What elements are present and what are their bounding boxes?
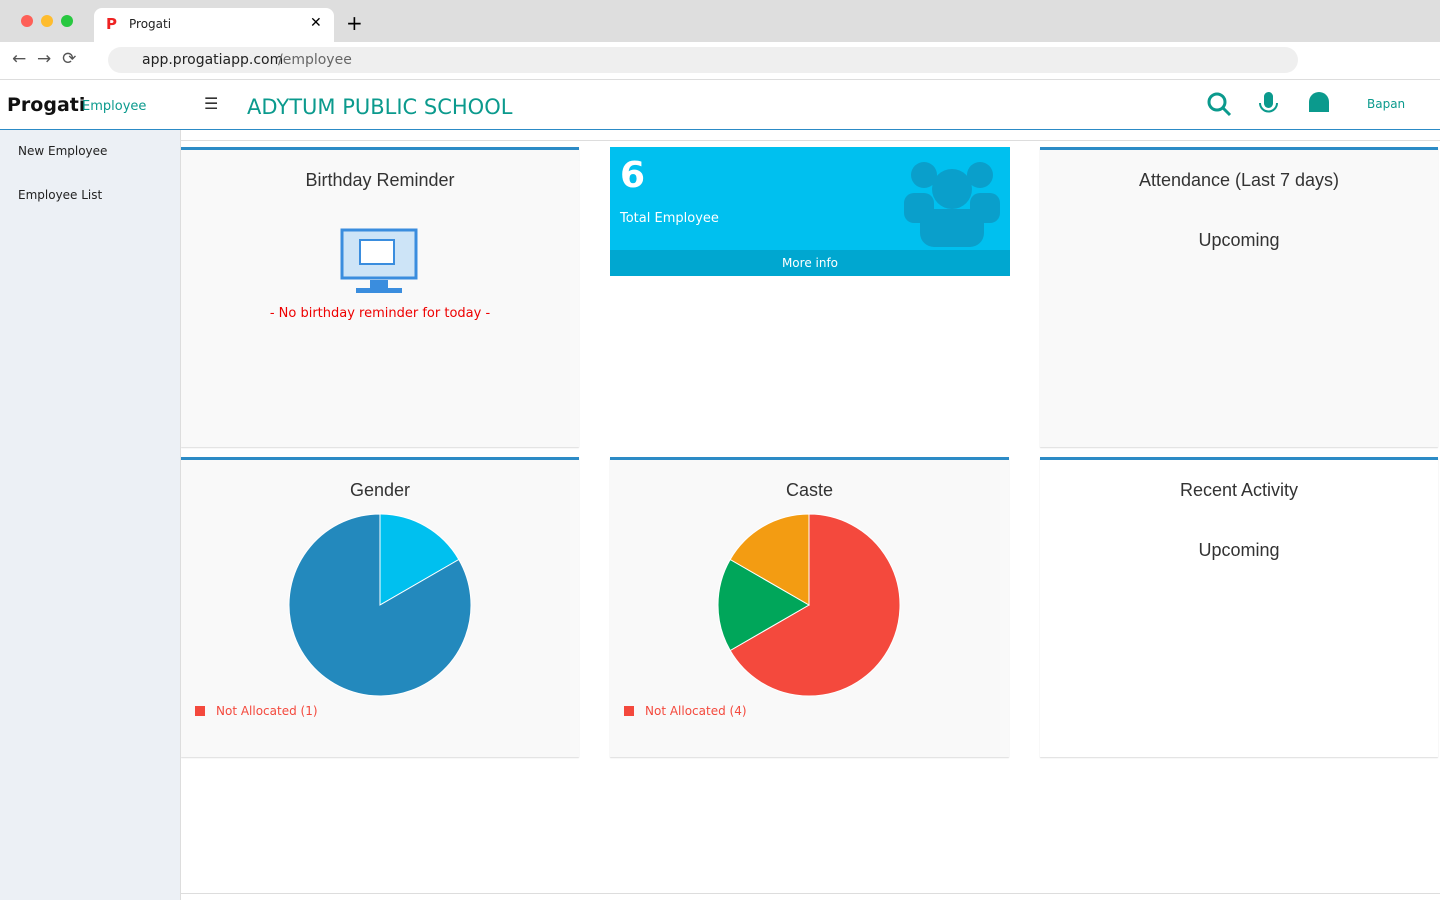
school-name: ADYTUM PUBLIC SCHOOL [247,95,513,119]
legend: Not Allocated (1) [195,704,318,718]
total-employee-box: 6 Total Employee More info [610,147,1010,276]
sidebar-item[interactable]: Employee List [18,188,103,202]
tab-bar: P Progati ✕ + [0,0,1440,42]
pie-slice [288,513,472,697]
legend-swatch [195,706,205,716]
pie-slice [379,513,460,606]
card-title: Gender [349,480,411,500]
nav-icons[interactable]: ← → ⟳ [12,49,77,69]
card-title: Attendance (Last 7 days) [1138,170,1340,190]
legend-label: Not Allocated (4) [645,704,747,718]
caste-card: Caste Not Allocated (4) [610,457,1009,757]
monitor-icon [340,228,418,293]
birthday-message: - No birthday reminder for today - [269,306,491,321]
gender-card: Gender Not Allocated (1) [181,457,579,757]
app-header: Progati Employee ☰ ADYTUM PUBLIC SCHOOL … [0,80,1440,130]
pie-chart [288,513,472,697]
url-path: /employee [278,52,352,68]
attendance-card: Attendance (Last 7 days) Upcoming [1040,147,1438,447]
header-icons [1207,92,1329,117]
close-dot[interactable] [21,15,33,27]
card-title: Recent Activity [1179,480,1299,500]
new-tab[interactable]: + [346,11,363,35]
birthday-card: Birthday Reminder - No birthday reminder… [181,147,579,447]
total-label: Total Employee [620,211,719,226]
pie-slice [729,513,901,697]
user-name[interactable]: Bapan [1367,97,1406,111]
search-icon[interactable] [1207,92,1227,112]
sidebar-item[interactable]: New Employee [18,144,108,158]
max-dot[interactable] [61,15,73,27]
mic-icon[interactable] [1264,92,1273,108]
tab[interactable]: P Progati ✕ [94,8,334,42]
address-bar[interactable]: app.progatiapp.com /employee [108,47,1298,73]
card-status: Upcoming [1198,230,1280,250]
tab-title: Progati [129,17,172,31]
url-host: app.progatiapp.com [142,52,284,68]
bell-icon[interactable] [1309,92,1329,112]
pie-slice [717,558,810,652]
pie-chart [717,513,901,697]
legend: Not Allocated (4) [624,704,747,718]
more-info-link[interactable]: More info [610,250,1010,276]
legend-swatch [624,706,634,716]
favicon: P [106,15,117,33]
pie-slice [729,513,810,606]
activity-card: Recent Activity Upcoming [1040,457,1438,757]
footer-line [181,893,1440,894]
min-dot[interactable] [41,15,53,27]
card-title: Birthday Reminder [305,170,455,190]
module-select[interactable]: Employee [82,99,147,114]
legend-label: Not Allocated (1) [216,704,318,718]
card-title: Caste [785,480,834,500]
users-icon [904,162,1000,247]
content-top [181,130,1440,141]
toolbar: ← → ⟳ app.progatiapp.com /employee [0,42,1440,80]
sidebar: New Employee Employee List [0,130,181,900]
card-status: Upcoming [1198,540,1280,560]
brand[interactable]: Progati [7,94,86,116]
total-count: 6 [620,155,646,196]
menu-toggle[interactable]: ☰ [204,94,219,113]
tab-close[interactable]: ✕ [310,15,322,31]
